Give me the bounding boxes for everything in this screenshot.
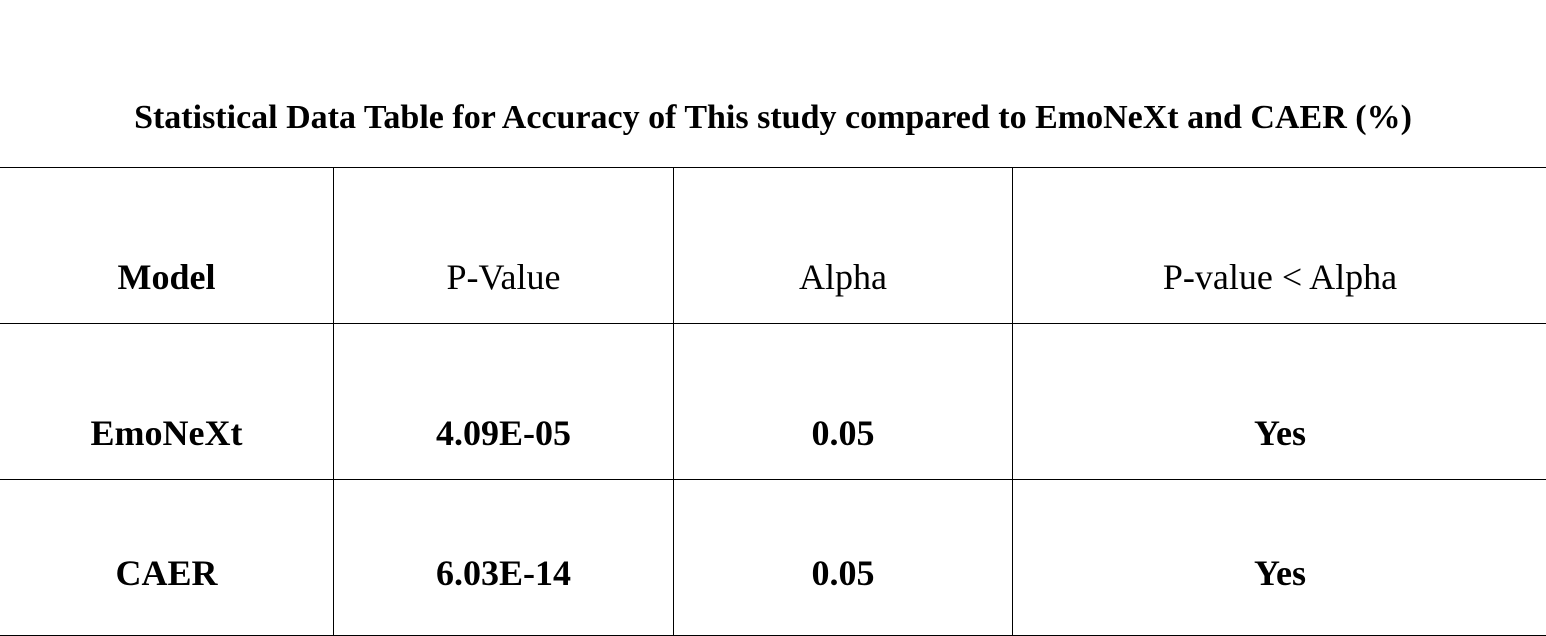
cell-p-value: 4.09E-05 (334, 324, 674, 480)
cell-result: Yes (1013, 324, 1546, 480)
cell-model: EmoNeXt (0, 324, 334, 480)
header-p-value: P-Value (334, 168, 674, 324)
header-p-value-less-than-alpha: P-value < Alpha (1013, 168, 1546, 324)
table-row: EmoNeXt 4.09E-05 0.05 Yes (0, 324, 1546, 480)
statistics-table: Model P-Value Alpha P-value < Alpha EmoN… (0, 167, 1546, 636)
header-alpha: Alpha (674, 168, 1013, 324)
table-row: CAER 6.03E-14 0.05 Yes (0, 480, 1546, 636)
cell-model: CAER (0, 480, 334, 636)
cell-alpha: 0.05 (674, 324, 1013, 480)
table-title: Statistical Data Table for Accuracy of T… (0, 96, 1546, 140)
cell-p-value: 6.03E-14 (334, 480, 674, 636)
cell-alpha: 0.05 (674, 480, 1013, 636)
table-header-row: Model P-Value Alpha P-value < Alpha (0, 168, 1546, 324)
cell-result: Yes (1013, 480, 1546, 636)
header-model: Model (0, 168, 334, 324)
